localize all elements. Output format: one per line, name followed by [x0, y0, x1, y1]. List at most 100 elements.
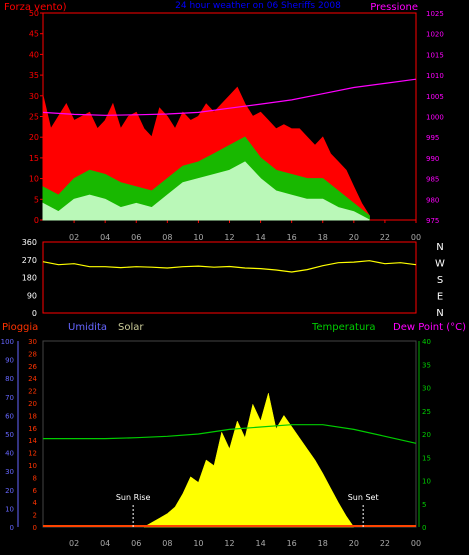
wind-xtick: 04	[100, 233, 110, 242]
temp-ytick: 15	[422, 454, 431, 462]
compass-label: N	[436, 308, 443, 319]
bottom-xtick: 04	[100, 539, 110, 548]
wind-ytick: 35	[29, 71, 39, 80]
direction-ytick: 90	[27, 291, 37, 300]
bottom-xtick: 20	[349, 539, 359, 548]
wind-xtick: 16	[287, 233, 297, 242]
humidity-ytick: 80	[5, 375, 14, 383]
pressure-ytick: 995	[426, 134, 439, 142]
temperature-line	[43, 424, 417, 444]
rain-ytick: 18	[28, 412, 37, 420]
compass-label: W	[435, 259, 445, 270]
humidity-ytick: 70	[5, 394, 14, 402]
temp-ytick: 25	[422, 408, 431, 416]
compass-label: S	[437, 275, 443, 286]
pressure-line	[42, 78, 417, 116]
wind-xtick: 14	[255, 233, 265, 242]
direction-ytick: 0	[32, 309, 37, 318]
bottom-xtick: 06	[131, 539, 141, 548]
rain-ytick: 22	[28, 388, 37, 396]
wind-axis-label: Forza vento)	[4, 2, 67, 13]
wind-ytick: 50	[29, 9, 39, 18]
compass-label: E	[437, 292, 443, 303]
rain-label: Pioggia	[2, 322, 38, 333]
dewpoint-label: Dew Point (°C)	[393, 322, 466, 333]
direction-ytick: 180	[22, 274, 37, 283]
rain-ytick: 4	[33, 499, 38, 507]
humidity-ytick: 30	[5, 468, 14, 476]
bottom-xtick: 22	[380, 539, 390, 548]
wind-series-2	[42, 161, 370, 221]
wind-xtick: 22	[380, 233, 390, 242]
temp-ytick: 10	[422, 478, 431, 486]
wind-xtick: 02	[69, 233, 79, 242]
direction-ytick: 270	[22, 256, 37, 265]
wind-ytick: 45	[29, 30, 39, 39]
bottom-xtick: 08	[162, 539, 172, 548]
rain-ytick: 30	[28, 338, 37, 346]
temp-ytick: 5	[422, 501, 426, 509]
rain-ytick: 20	[28, 400, 37, 408]
temp-ytick: 40	[422, 338, 431, 346]
wind-ytick: 40	[29, 50, 39, 59]
temp-ytick: 30	[422, 385, 431, 393]
sunset-label: Sun Set	[348, 493, 379, 502]
wind-xtick: 10	[193, 233, 203, 242]
bottom-xtick: 00	[411, 539, 421, 548]
rain-ytick: 10	[28, 462, 37, 470]
wind-xtick: 06	[131, 233, 141, 242]
temperature-label: Temperatura	[311, 322, 376, 333]
sunrise-label: Sun Rise	[116, 493, 151, 502]
rain-ytick: 8	[33, 474, 37, 482]
wind-xtick: 00	[411, 233, 421, 242]
pressure-ytick: 1015	[426, 51, 444, 59]
wind-ytick: 0	[34, 216, 39, 225]
wind-ytick: 25	[29, 113, 39, 122]
humidity-ytick: 40	[5, 450, 14, 458]
pressure-ytick: 1025	[426, 10, 444, 18]
pressure-ytick: 975	[426, 217, 439, 225]
bottom-xtick: 16	[287, 539, 297, 548]
wind-ytick: 10	[29, 175, 39, 184]
bottom-xtick: 12	[224, 539, 234, 548]
temp-ytick: 20	[422, 431, 431, 439]
rain-ytick: 0	[33, 524, 37, 532]
humidity-ytick: 20	[5, 487, 14, 495]
humidity-ytick: 60	[5, 412, 14, 420]
direction-panel-frame	[42, 241, 417, 314]
wind-ytick: 20	[29, 133, 39, 142]
pressure-ytick: 985	[426, 176, 439, 184]
wind-xtick: 20	[349, 233, 359, 242]
wind-ytick: 30	[29, 92, 39, 101]
pressure-ytick: 1010	[426, 72, 444, 80]
bottom-xtick: 18	[318, 539, 328, 548]
wind-xtick: 18	[318, 233, 328, 242]
bottom-xtick: 10	[193, 539, 203, 548]
rain-ytick: 6	[33, 487, 38, 495]
wind-xtick: 12	[224, 233, 234, 242]
pressure-ytick: 990	[426, 155, 439, 163]
rain-ytick: 28	[28, 350, 37, 358]
solar-label: Solar	[118, 322, 144, 333]
wind-ytick: 15	[29, 154, 39, 163]
humidity-ytick: 0	[10, 524, 14, 532]
bottom-xtick: 02	[69, 539, 79, 548]
pressure-ytick: 1005	[426, 93, 444, 101]
pressure-ytick: 1000	[426, 114, 444, 122]
humidity-ytick: 100	[1, 338, 14, 346]
wind-ytick: 5	[34, 195, 39, 204]
humidity-ytick: 50	[5, 431, 14, 439]
pressure-ytick: 980	[426, 196, 439, 204]
humidity-ytick: 90	[5, 357, 14, 365]
rain-ytick: 2	[33, 512, 37, 520]
wind-chart-title: 24 hour weather on 06 Sheriffs 2008	[175, 1, 341, 11]
humidity-label: Umidita	[68, 322, 107, 333]
rain-ytick: 26	[28, 363, 37, 371]
temp-ytick: 0	[422, 524, 426, 532]
rain-ytick: 24	[28, 375, 37, 383]
direction-line	[42, 260, 417, 273]
bottom-xtick: 14	[255, 539, 265, 548]
direction-ytick: 360	[22, 238, 37, 247]
pressure-axis-label: Pressione	[370, 2, 418, 13]
